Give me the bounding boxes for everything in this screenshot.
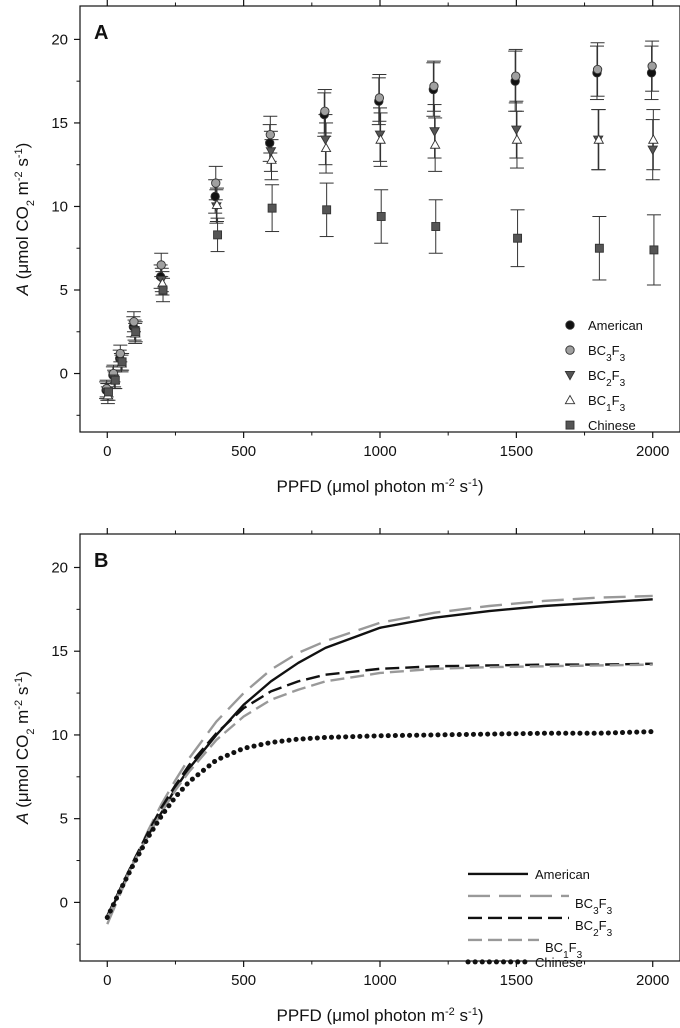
y-tick-label: 20: [51, 31, 68, 48]
data-point: [117, 357, 127, 367]
x-tick-label: 1500: [500, 443, 533, 460]
x-tick-label: 1000: [363, 443, 396, 460]
data-point: [131, 327, 141, 337]
legend-marker-chinese: [565, 420, 575, 430]
legend-label-bc2f3: BC2F3: [575, 918, 613, 939]
data-point: [647, 61, 657, 71]
data-point: [320, 135, 331, 146]
data-point: [110, 375, 120, 385]
legend-marker-bc2f3: [564, 371, 576, 381]
x-tick-label: 500: [231, 443, 256, 460]
data-point: [511, 71, 521, 81]
legend-label-bc1f3: BC1F3: [588, 393, 626, 414]
data-point: [376, 212, 386, 221]
data-point: [213, 230, 223, 240]
plot-area: [104, 594, 656, 925]
series-bc1f3: [100, 109, 661, 405]
data-point: [211, 199, 223, 209]
legend-label-american: American: [588, 318, 643, 333]
x-axis-title: PPFD (μmol photon m-2 s-1): [277, 477, 484, 496]
x-tick-label: 500: [231, 972, 256, 989]
panel-a: 0 500 1000 1500 2000 0 5 10 15 20 PPFD (μmol photo…: [13, 0, 680, 496]
legend-marker-bc1f3: [564, 394, 576, 405]
data-point: [210, 191, 220, 202]
series-markers-bc1f3: [102, 134, 659, 400]
series-bc2f3: [100, 100, 660, 401]
data-point: [374, 93, 385, 103]
data-point: [322, 205, 332, 215]
data-point: [265, 147, 277, 157]
data-point: [266, 154, 277, 164]
data-point: [265, 138, 275, 148]
legend-label-bc3f3: BC3F3: [588, 343, 626, 364]
y-axis-title: A (μmol CO2 m-2 s-1): [13, 671, 37, 825]
legend-label-chinese: Chinese: [588, 418, 636, 433]
data-point: [649, 245, 659, 255]
y-tick-label: 10: [51, 727, 68, 744]
x-tick-label: 2000: [636, 972, 669, 989]
x-tick-label: 2000: [636, 443, 669, 460]
y-tick-label: 15: [51, 115, 68, 132]
data-point: [320, 106, 330, 116]
series-line-bc2f3: [106, 662, 653, 917]
legend-label-chinese: Chinese: [535, 955, 583, 970]
data-point: [320, 142, 332, 153]
data-point: [647, 145, 659, 156]
y-tick-label: 15: [51, 643, 68, 660]
data-point: [115, 348, 125, 359]
plot-area: [99, 40, 661, 405]
data-point: [265, 129, 275, 140]
y-tick-label: 0: [60, 894, 68, 911]
data-point: [429, 81, 439, 91]
legend-label-bc1f3: BC1F3: [545, 940, 583, 961]
data-point: [211, 178, 221, 188]
series-markers-chinese: [104, 203, 659, 397]
y-tick-label: 20: [51, 559, 68, 576]
legend-label-bc3f3: BC3F3: [575, 896, 613, 917]
data-point: [429, 127, 440, 137]
data-point: [511, 134, 523, 144]
data-point: [375, 134, 386, 144]
y-tick-label: 5: [60, 811, 68, 828]
panel-letter: A: [94, 22, 108, 44]
series-line-chinese: [104, 729, 656, 920]
x-axis-title: PPFD (μmol photon m-2 s-1): [277, 1006, 484, 1025]
y-tick-label: 5: [60, 282, 68, 299]
data-point: [104, 387, 113, 397]
data-point: [594, 243, 604, 253]
legend-marker-american: [565, 320, 575, 330]
data-point: [267, 203, 277, 213]
data-point: [374, 130, 386, 141]
series-markers-bc3f3: [102, 61, 657, 394]
y-tick-label: 0: [60, 366, 68, 383]
data-point: [510, 125, 522, 136]
legend-marker-bc3f3: [565, 345, 575, 355]
x-tick-label: 0: [103, 443, 111, 460]
panel-letter: B: [94, 550, 108, 572]
legend: American BC3F3 BC2F3 BC1F3 Chinese: [564, 318, 643, 433]
y-axis-title: A (μmol CO2 m-2 s-1): [13, 143, 37, 297]
panel-b: 0 500 1000 1500 2000 0 5 10 15 20 PPFD (μmol photo…: [13, 528, 680, 1025]
data-point: [429, 139, 441, 149]
data-point: [513, 233, 523, 243]
x-tick-label: 1000: [363, 972, 396, 989]
data-point: [647, 134, 659, 144]
y-tick-label: 10: [51, 198, 68, 215]
data-point: [129, 317, 139, 327]
legend-label-american: American: [535, 867, 590, 882]
data-point: [431, 222, 441, 231]
data-point: [592, 64, 603, 75]
x-tick-label: 1500: [500, 972, 533, 989]
data-point: [158, 285, 168, 295]
x-tick-label: 0: [103, 972, 111, 989]
legend-label-bc2f3: BC2F3: [588, 368, 626, 389]
data-point: [156, 260, 166, 270]
data-point: [593, 134, 605, 144]
